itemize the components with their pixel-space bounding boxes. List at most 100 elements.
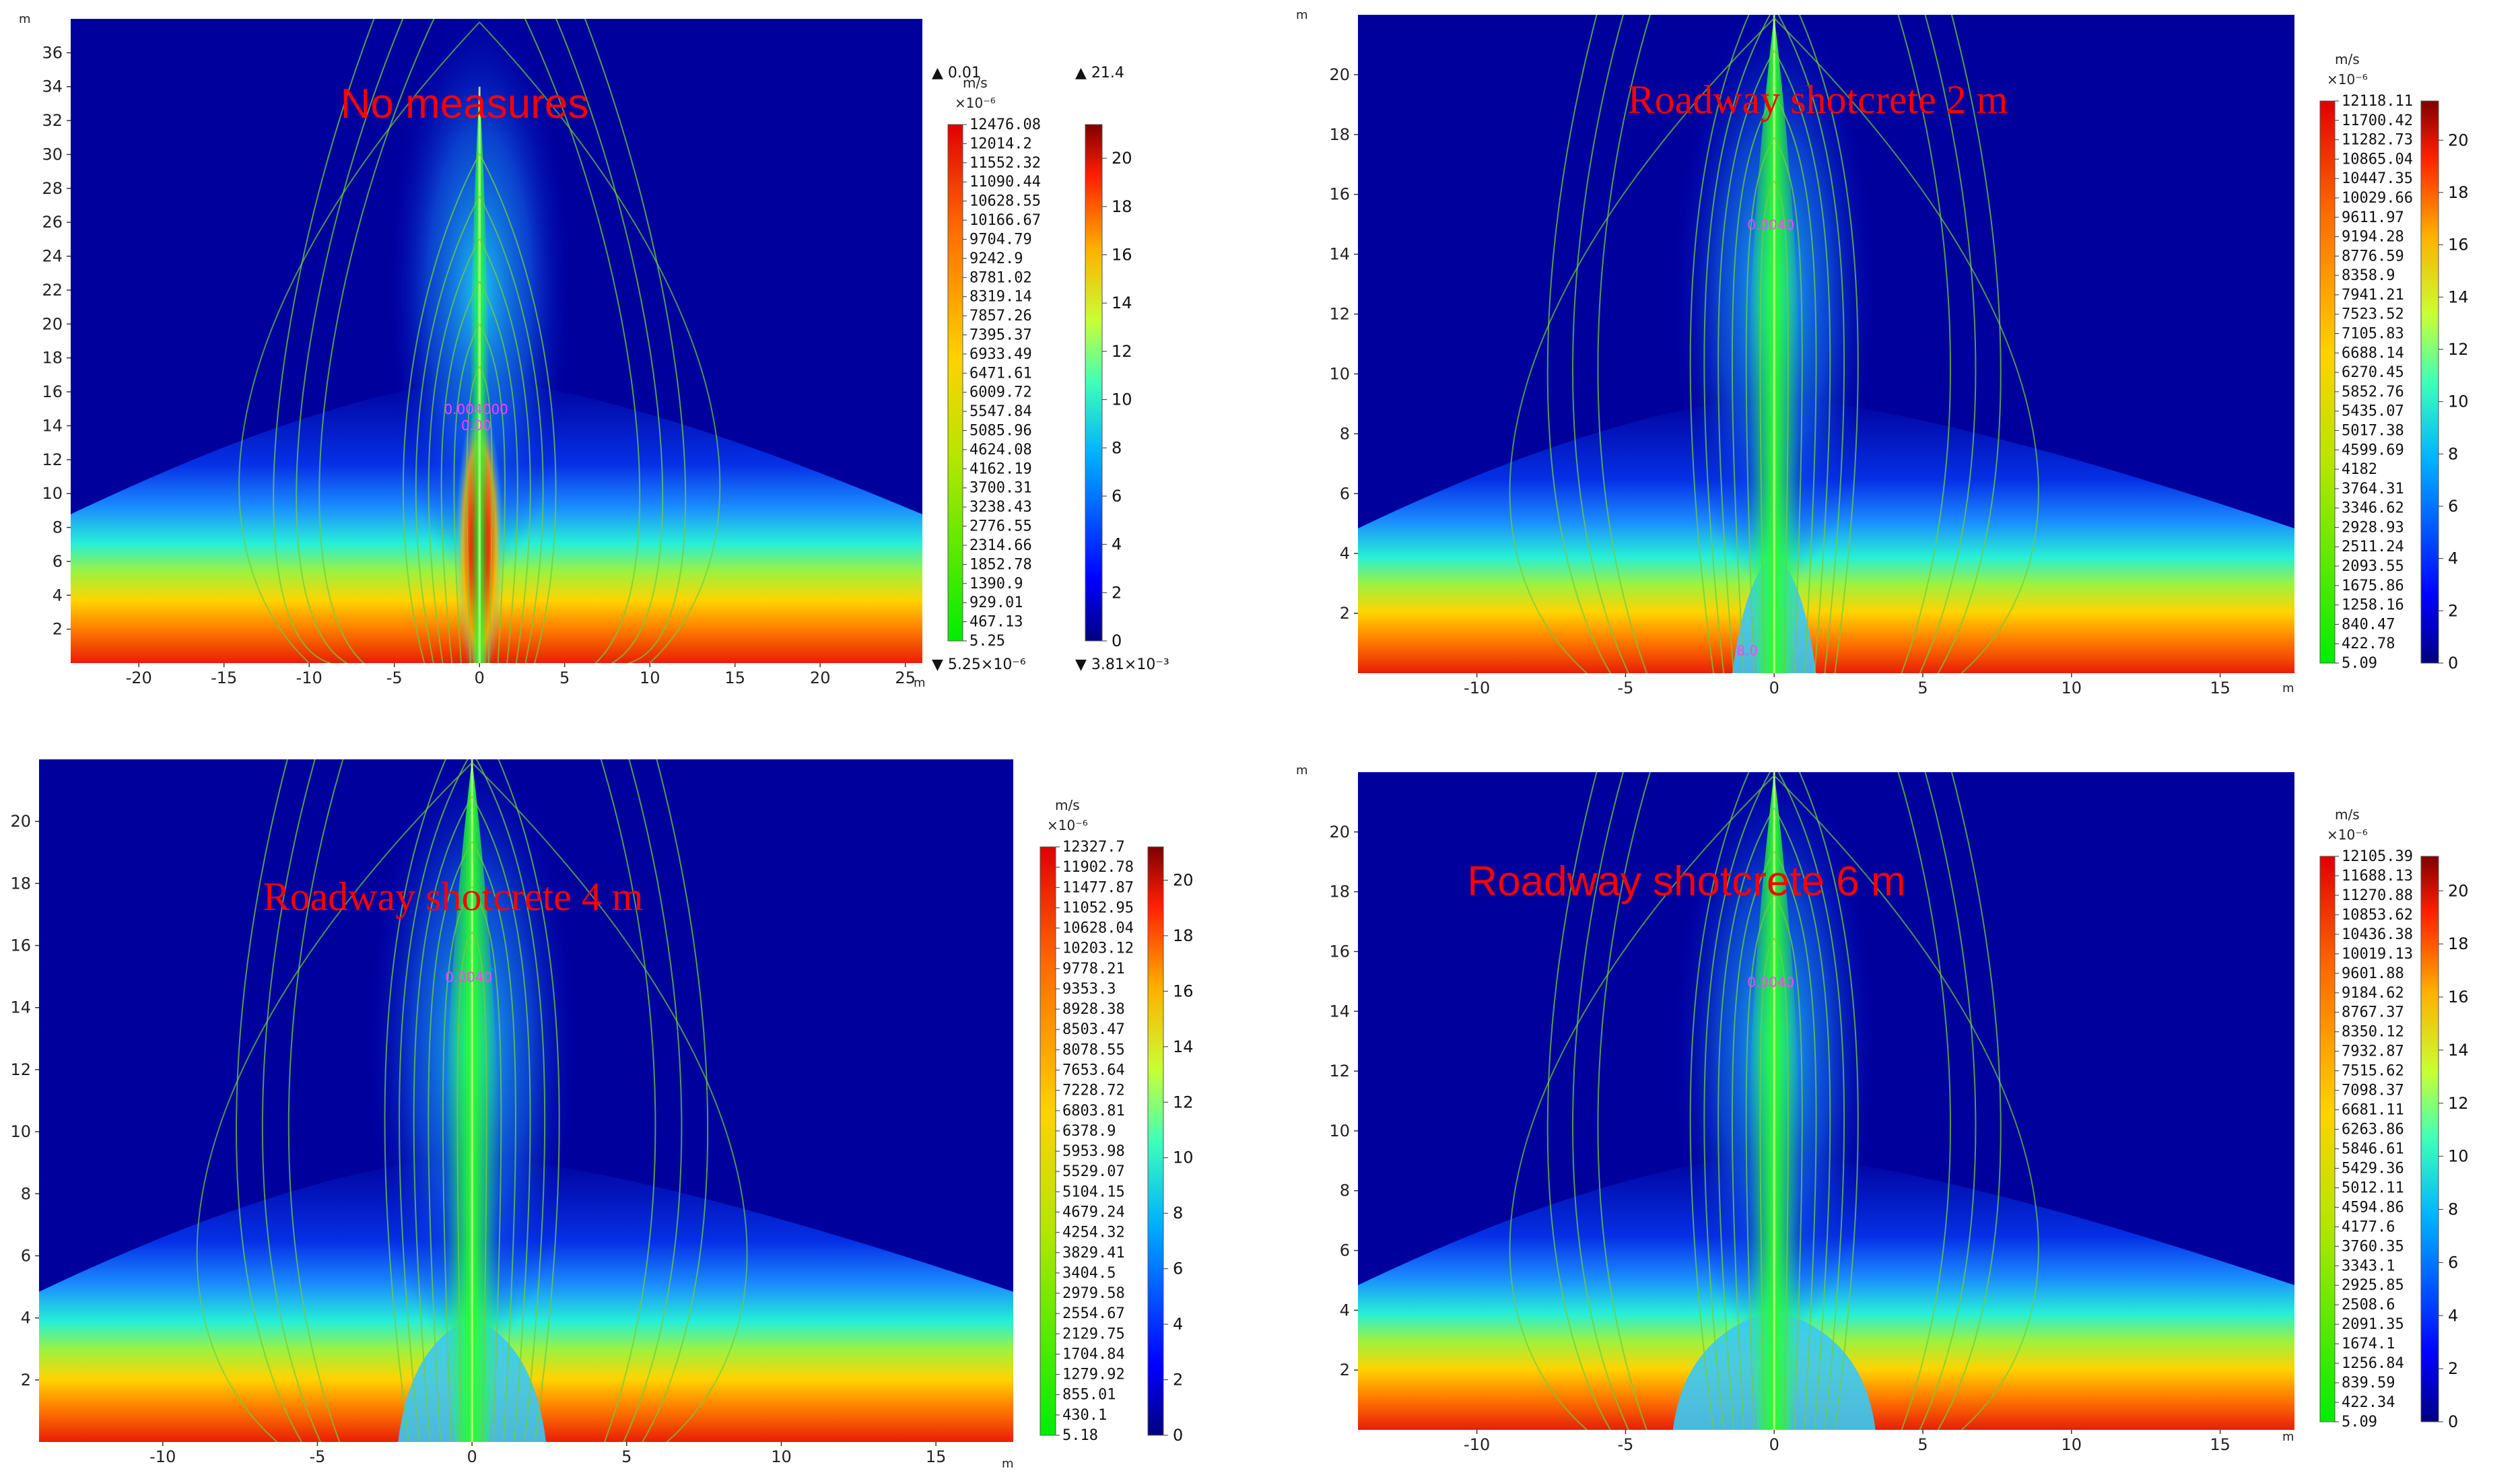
chart-title: Roadway shotcrete 2 m — [1628, 77, 2008, 122]
contour-level-label: 7105.83 — [2342, 326, 2404, 343]
x-tick-label: 20 — [810, 668, 831, 687]
contour-level-label: 3346.62 — [2342, 500, 2404, 517]
y-tick-label: 18 — [1329, 883, 1350, 901]
contour-level-label: 2925.85 — [2342, 1277, 2404, 1294]
contour-level-label: 1675.86 — [2342, 578, 2404, 594]
y-tick-label: 4 — [21, 1309, 31, 1328]
surface-level-label: 8 — [1112, 438, 1122, 457]
x-tick-label: -20 — [126, 668, 152, 687]
contour-level-label: 9242.9 — [969, 250, 1023, 267]
contour-level-label: 2129.75 — [1062, 1326, 1125, 1342]
contour-level-label: 2093.55 — [2342, 558, 2404, 575]
y-tick-label: 24 — [42, 247, 63, 266]
y-tick-label: 6 — [21, 1246, 31, 1265]
contour-line — [287, 759, 656, 1442]
contour-line — [1597, 772, 1951, 1430]
surface-level-label: 0 — [1112, 631, 1122, 650]
contour-level-label: 5529.07 — [1062, 1163, 1125, 1180]
contour-level-label: 4177.6 — [2342, 1218, 2395, 1235]
contour-level-label: 11270.88 — [2342, 887, 2413, 904]
legend-multiplier: ×10⁻⁶ — [2327, 827, 2368, 843]
contour-line — [442, 886, 502, 1442]
contour-level-label: 7228.72 — [1062, 1082, 1125, 1099]
contour-level-label: 929.01 — [969, 594, 1023, 611]
contour-value-label: 0.0040 — [1747, 217, 1794, 233]
contour-line — [453, 323, 506, 663]
surface-level-label: 6 — [1173, 1260, 1183, 1278]
contour-line — [1731, 850, 1817, 1430]
contour-level-label: 7395.37 — [969, 326, 1032, 343]
contour-level-label: 3404.5 — [1062, 1265, 1116, 1282]
contour-level-label: 839.59 — [2342, 1375, 2395, 1391]
contour-level-label: 5953.98 — [1062, 1143, 1125, 1160]
y-tick-label: 8 — [53, 518, 63, 537]
contour-level-label: 11688.13 — [2342, 868, 2413, 885]
contour-level-label: 2508.6 — [2342, 1297, 2395, 1313]
contour-line — [1745, 137, 1803, 673]
y-tick-label: 12 — [42, 450, 63, 469]
surface-level-label: 6 — [2448, 1253, 2458, 1272]
contour-level-label: 2314.66 — [969, 537, 1032, 554]
contour-line — [1689, 15, 1859, 673]
contour-level-label: 1674.1 — [2342, 1336, 2395, 1352]
x-tick-label: 5 — [559, 668, 570, 687]
contour-level-label: 4679.24 — [1062, 1204, 1125, 1220]
x-tick-label: 5 — [1917, 679, 1928, 697]
surface-level-label: 6 — [2448, 497, 2458, 516]
contour-line — [1703, 772, 1845, 1430]
contour-level-label: 7098.37 — [2342, 1082, 2404, 1099]
contour-level-label: 2511.24 — [2342, 539, 2404, 555]
contour-level-label: 11477.87 — [1062, 879, 1134, 896]
y-axis-unit: m — [1296, 763, 1308, 778]
x-tick-label: 15 — [724, 668, 745, 687]
contour-level-label: 10447.35 — [2342, 170, 2413, 187]
surface-color-bar — [1085, 124, 1103, 642]
surface-level-label: 8 — [1173, 1204, 1183, 1223]
contour-level-label: 10019.13 — [2342, 946, 2413, 963]
contour-level-label: 5.18 — [1062, 1427, 1098, 1444]
contour-level-label: 9184.62 — [2342, 985, 2404, 1002]
y-tick-label: 12 — [1329, 1062, 1350, 1080]
y-tick-label: 12 — [1329, 305, 1350, 324]
surface-level-label: 10 — [2448, 392, 2469, 411]
y-tick-label: 20 — [42, 314, 63, 333]
contour-level-label: 5852.76 — [2342, 384, 2404, 401]
contour-level-label: 10865.04 — [2342, 151, 2413, 168]
x-tick-label: 15 — [2210, 1435, 2230, 1454]
y-tick-label: 22 — [42, 281, 63, 300]
surface-level-label: 12 — [2448, 340, 2469, 359]
contour-value-label: 0.0040 — [445, 969, 492, 986]
surface-level-label: 14 — [2448, 287, 2469, 306]
y-tick-label: 14 — [1329, 245, 1350, 264]
contour-level-label: 7523.52 — [2342, 306, 2404, 323]
contour-level-label: 8078.55 — [1062, 1041, 1125, 1058]
contour-level-label: 10853.62 — [2342, 907, 2413, 924]
contour-level-label: 9704.79 — [969, 231, 1032, 248]
y-tick-label: 10 — [10, 1122, 31, 1141]
contour-level-label: 9778.21 — [1062, 961, 1125, 977]
contour-level-label: 5429.36 — [2342, 1160, 2404, 1177]
y-tick-label: 18 — [1329, 125, 1350, 144]
x-tick-label: -10 — [1464, 1435, 1490, 1454]
contour-level-label: 5435.07 — [2342, 403, 2404, 420]
contour-level-label: 6378.9 — [1062, 1123, 1116, 1140]
contour-level-label: 3829.41 — [1062, 1245, 1125, 1262]
contour-level-label: 9194.28 — [2342, 229, 2404, 246]
y-tick-label: 6 — [1340, 1241, 1350, 1260]
surface-color-bar — [2420, 100, 2439, 664]
contour-line — [399, 759, 546, 1442]
x-axis-unit: m — [914, 676, 926, 690]
contour-level-label: 4254.32 — [1062, 1225, 1125, 1241]
contour-line — [415, 195, 544, 663]
contour-level-label: 6270.45 — [2342, 364, 2404, 381]
legend-unit: m/s — [1055, 797, 1080, 813]
contour-level-label: 4599.69 — [2342, 442, 2404, 458]
y-tick-label: 32 — [42, 111, 63, 130]
contour-line — [402, 153, 557, 663]
contour-level-label: 5.09 — [2342, 655, 2377, 672]
contour-level-label: 5.25 — [969, 633, 1005, 650]
contour-line — [273, 19, 687, 663]
contour-level-label: 5.09 — [2342, 1414, 2377, 1431]
surface-level-label: 18 — [2448, 934, 2469, 953]
